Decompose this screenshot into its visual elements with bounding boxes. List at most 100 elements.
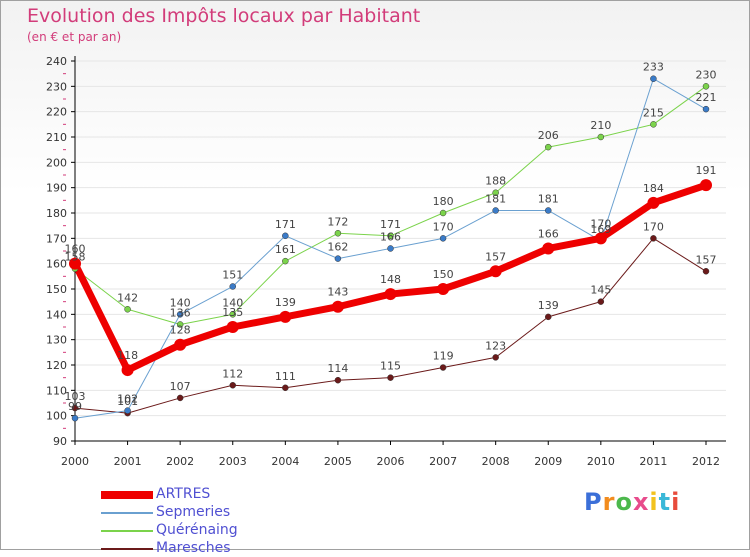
data-point-maresches bbox=[650, 235, 657, 242]
data-point-sepmeries bbox=[229, 283, 236, 290]
proxiti-logo: Proxiti bbox=[584, 488, 680, 516]
data-label-maresches: 114 bbox=[327, 362, 348, 375]
data-label-sepmeries: 151 bbox=[222, 268, 243, 281]
data-point-artres bbox=[174, 338, 187, 351]
data-label-artres: 150 bbox=[433, 268, 454, 281]
legend-label-maresches: Maresches bbox=[156, 540, 231, 556]
y-tick-label: 150 bbox=[46, 283, 67, 296]
data-label-querenaing: 230 bbox=[696, 68, 717, 81]
data-label-sepmeries: 102 bbox=[117, 393, 138, 406]
data-label-artres: 148 bbox=[380, 273, 401, 286]
legend-swatch-maresches bbox=[101, 548, 153, 550]
data-label-sepmeries: 169 bbox=[590, 223, 611, 236]
x-tick-label: 2004 bbox=[271, 455, 299, 468]
y-tick-label: 200 bbox=[46, 156, 67, 169]
y-tick-label: 120 bbox=[46, 359, 67, 372]
data-label-artres: 170 bbox=[590, 217, 611, 230]
data-point-maresches bbox=[492, 354, 499, 361]
logo-letter: P bbox=[584, 488, 603, 516]
data-label-querenaing: 142 bbox=[117, 291, 138, 304]
data-point-sepmeries bbox=[176, 311, 184, 318]
data-label-querenaing: 140 bbox=[222, 296, 243, 309]
data-point-sepmeries bbox=[124, 407, 131, 414]
y-tick-label: 100 bbox=[46, 410, 67, 423]
logo-letter: t bbox=[658, 488, 672, 516]
data-point-querenaing bbox=[702, 83, 710, 90]
data-label-maresches: 111 bbox=[275, 370, 296, 383]
legend-label-querenaing: Quérénaing bbox=[156, 522, 238, 538]
data-label-maresches: 139 bbox=[538, 299, 559, 312]
data-point-artres bbox=[542, 242, 555, 255]
legend-label-sepmeries: Sepmeries bbox=[156, 504, 231, 520]
data-label-artres: 184 bbox=[643, 182, 664, 195]
y-tick-label: 220 bbox=[46, 106, 67, 119]
y-tick-label: 240 bbox=[46, 55, 67, 68]
data-point-sepmeries bbox=[71, 414, 79, 422]
data-point-maresches bbox=[229, 382, 236, 389]
data-point-maresches bbox=[282, 384, 289, 392]
data-label-maresches: 170 bbox=[643, 220, 664, 233]
logo-letter: x bbox=[632, 488, 650, 516]
data-point-sepmeries bbox=[702, 105, 710, 113]
logo-letter: i bbox=[671, 488, 681, 516]
data-label-querenaing: 161 bbox=[275, 243, 296, 256]
data-label-querenaing: 180 bbox=[433, 195, 454, 208]
data-point-maresches bbox=[334, 376, 342, 384]
data-label-maresches: 119 bbox=[433, 350, 454, 363]
data-point-sepmeries bbox=[439, 235, 447, 242]
data-label-artres: 157 bbox=[485, 250, 506, 263]
data-point-querenaing bbox=[492, 189, 499, 196]
y-tick-label: 130 bbox=[46, 334, 67, 347]
data-point-maresches bbox=[71, 404, 79, 412]
data-label-querenaing: 215 bbox=[643, 106, 664, 119]
data-label-artres: 135 bbox=[222, 306, 243, 319]
data-label-maresches: 103 bbox=[65, 390, 86, 403]
data-point-sepmeries bbox=[650, 75, 657, 82]
data-label-maresches: 115 bbox=[380, 360, 401, 373]
data-point-querenaing bbox=[176, 321, 184, 328]
y-tick-label: 210 bbox=[46, 131, 67, 144]
data-point-artres bbox=[437, 283, 450, 295]
data-point-maresches bbox=[176, 394, 184, 402]
data-point-artres bbox=[226, 321, 239, 333]
data-label-querenaing: 136 bbox=[170, 306, 191, 319]
y-tick-label: 170 bbox=[46, 232, 67, 245]
data-label-maresches: 107 bbox=[170, 380, 191, 393]
data-point-sepmeries bbox=[282, 232, 289, 240]
data-label-maresches: 101 bbox=[117, 395, 138, 408]
chart-title: Evolution des Impôts locaux par Habitant bbox=[27, 5, 421, 27]
data-label-artres: 128 bbox=[170, 324, 191, 337]
data-label-querenaing: 188 bbox=[485, 175, 506, 188]
data-point-sepmeries bbox=[492, 207, 499, 214]
data-point-maresches bbox=[387, 374, 394, 381]
data-label-sepmeries: 171 bbox=[275, 218, 296, 231]
y-tick-label: 140 bbox=[46, 308, 67, 321]
x-tick-label: 2000 bbox=[61, 455, 89, 468]
data-label-sepmeries: 140 bbox=[170, 296, 191, 309]
data-point-querenaing bbox=[545, 143, 552, 151]
x-tick-label: 2006 bbox=[377, 455, 405, 468]
data-label-querenaing: 158 bbox=[65, 251, 86, 264]
data-label-artres: 160 bbox=[65, 243, 86, 256]
data-point-querenaing bbox=[387, 232, 394, 240]
data-label-sepmeries: 221 bbox=[696, 91, 717, 104]
data-point-querenaing bbox=[229, 311, 236, 318]
x-tick-label: 2012 bbox=[692, 455, 720, 468]
data-label-maresches: 123 bbox=[485, 339, 506, 352]
data-point-sepmeries bbox=[545, 207, 552, 214]
data-label-sepmeries: 162 bbox=[327, 241, 348, 254]
x-tick-label: 2010 bbox=[587, 455, 615, 468]
data-label-sepmeries: 170 bbox=[433, 220, 454, 233]
data-label-artres: 191 bbox=[696, 164, 717, 177]
data-point-querenaing bbox=[597, 133, 605, 141]
data-label-maresches: 157 bbox=[696, 253, 717, 266]
y-tick-label: 110 bbox=[46, 384, 67, 397]
data-label-artres: 139 bbox=[275, 296, 296, 309]
data-point-artres bbox=[69, 257, 81, 270]
data-point-artres bbox=[121, 364, 134, 377]
data-point-maresches bbox=[439, 364, 447, 371]
data-point-querenaing bbox=[334, 230, 342, 237]
legend-swatch-artres bbox=[101, 491, 153, 499]
x-tick-label: 2002 bbox=[166, 455, 194, 468]
